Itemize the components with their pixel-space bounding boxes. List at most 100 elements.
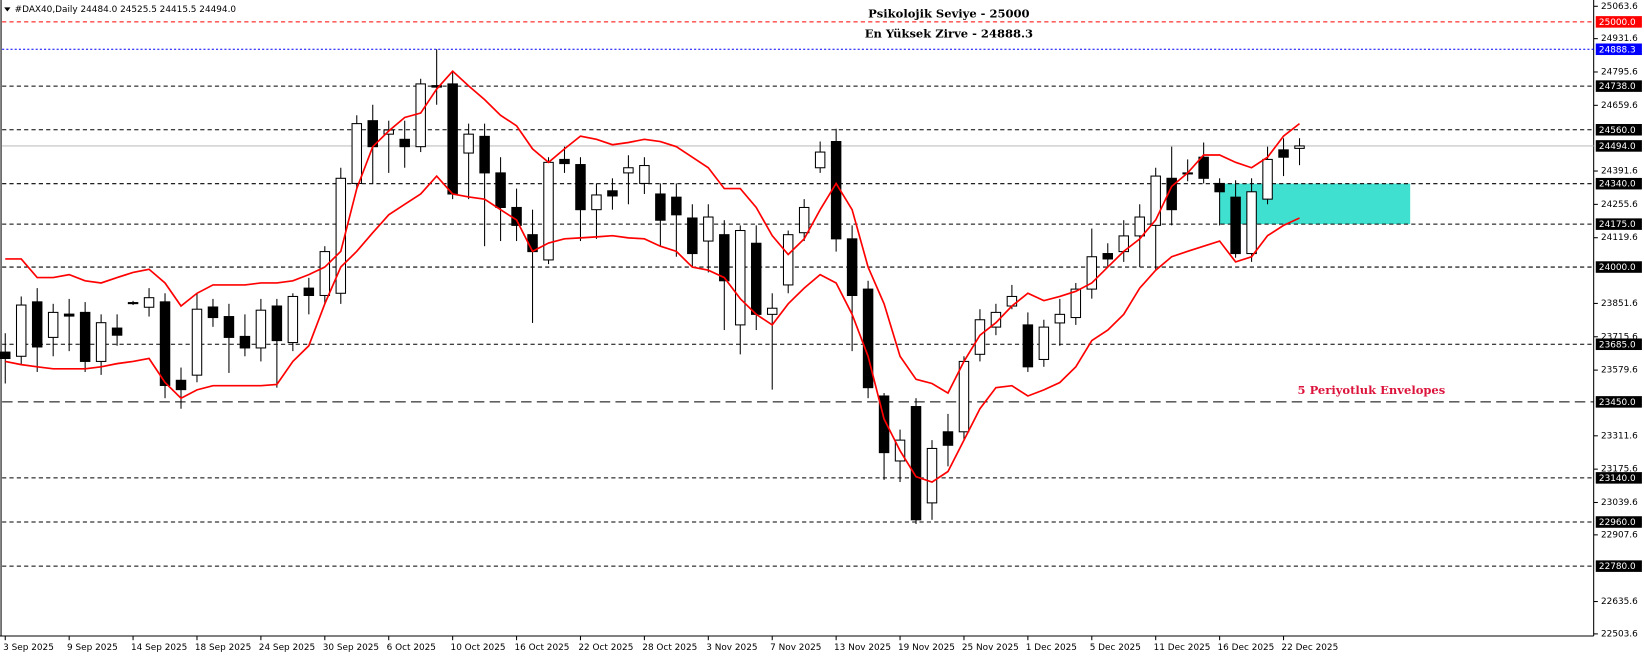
candle-body [1246,191,1257,255]
y-tick-label: 22503.6 [1601,629,1638,639]
level-label-box [1595,560,1642,572]
candle-body [1086,256,1098,290]
annotation: En Yüksek Zirve - 24888.3 [865,27,1033,41]
y-tick-label: 24391.6 [1601,167,1638,177]
candle-body [463,133,474,154]
candle-body [591,194,602,211]
level-label-box [1595,396,1642,408]
x-tick-label: 18 Sep 2025 [195,643,251,653]
level-label: 24738.0 [1599,82,1636,92]
annotation: 5 Periyotluk Envelopes [1298,383,1446,397]
candle-body [1150,175,1161,226]
candle-body [926,447,938,504]
candle-body [1006,295,1018,307]
candle-body [1278,149,1289,158]
candle-body [239,335,251,349]
level-label-box [1595,123,1642,136]
candle-body [511,206,522,226]
x-tick-label: 16 Dec 2025 [1218,643,1275,653]
candle-body [798,206,810,234]
candle-body [1294,145,1305,149]
candle-body [447,83,458,195]
y-tick-label: 24119.6 [1601,233,1638,243]
header-icon [4,7,11,12]
candle-body [31,301,43,348]
candle-body [159,301,171,386]
candle-body [1198,156,1209,179]
x-tick-label: 9 Sep 2025 [67,643,118,653]
candle-body [639,165,650,184]
candle-body [0,351,11,360]
candle-body [351,123,363,184]
y-tick-label: 22635.6 [1601,597,1638,607]
candle-body [271,305,283,342]
candle-body [191,308,203,376]
level-label: 23140.0 [1599,474,1636,484]
candle-body [1038,326,1050,360]
candle-body [878,395,890,454]
candle-body [559,158,570,165]
y-tick-label: 24795.6 [1601,67,1638,77]
candle-body [1054,313,1066,324]
x-tick-label: 22 Oct 2025 [578,643,633,653]
x-tick-label: 22 Dec 2025 [1281,643,1338,653]
candle-body [607,190,618,197]
candle-body [207,306,219,319]
x-tick-label: 5 Dec 2025 [1090,643,1141,653]
candle-body [846,238,858,297]
candle-body [1022,324,1034,368]
y-tick-label: 24255.6 [1601,200,1638,210]
y-tick-label: 24659.6 [1601,101,1638,111]
candle-body [127,302,139,305]
x-tick-label: 13 Nov 2025 [834,643,891,653]
candle-body [990,311,1002,328]
y-tick-label: 23715.6 [1601,332,1638,342]
candle-body [79,311,91,362]
level-label: 24000.0 [1599,263,1636,273]
level-label-box [1595,338,1642,351]
level-label-box [1595,16,1642,28]
x-tick-label: 14 Sep 2025 [131,643,187,653]
level-label-box [1595,80,1642,92]
candle-body [1070,288,1082,319]
candle-body [623,167,634,174]
level-label: 23685.0 [1599,340,1636,350]
envelope-line [5,69,1301,395]
x-tick-label: 3 Nov 2025 [706,643,757,653]
y-tick-label: 24931.6 [1601,34,1638,44]
candle-body [1166,177,1177,211]
candle-body [255,309,267,349]
candle-body [862,288,874,389]
y-tick-label: 23579.6 [1601,366,1638,376]
level-label-box [1595,516,1642,528]
level-label: 24888.3 [1599,45,1636,55]
candle-body [223,316,235,338]
candle-body [703,216,714,242]
candle-body [415,83,426,148]
candle-body [495,172,506,208]
candle-body [1134,216,1145,237]
candle-body [1102,253,1114,260]
candle-body [814,151,826,169]
x-tick-label: 30 Sep 2025 [323,643,379,653]
y-tick-label: 23039.6 [1601,498,1638,508]
candle-body [15,304,27,357]
x-tick-label: 19 Nov 2025 [898,643,955,653]
level-label: 24340.0 [1599,180,1636,190]
candle-body [942,431,954,446]
candle-body [958,360,970,433]
x-tick-label: 3 Sep 2025 [3,643,54,653]
x-tick-label: 28 Oct 2025 [642,643,697,653]
level-label: 24494.0 [1599,142,1636,152]
candle-body [655,193,666,221]
level-label: 25000.0 [1599,18,1636,28]
x-tick-label: 6 Oct 2025 [387,643,436,653]
candle-body [95,322,107,362]
header: #DAX40,Daily 24484.0 24525.5 24415.5 244… [15,5,237,15]
candle-body [47,311,59,338]
annotation: Psikolojik Seviye - 25000 [868,7,1029,21]
level-label: 24560.0 [1599,126,1636,136]
level-label-box [1595,177,1642,190]
candle-body [1214,182,1225,193]
